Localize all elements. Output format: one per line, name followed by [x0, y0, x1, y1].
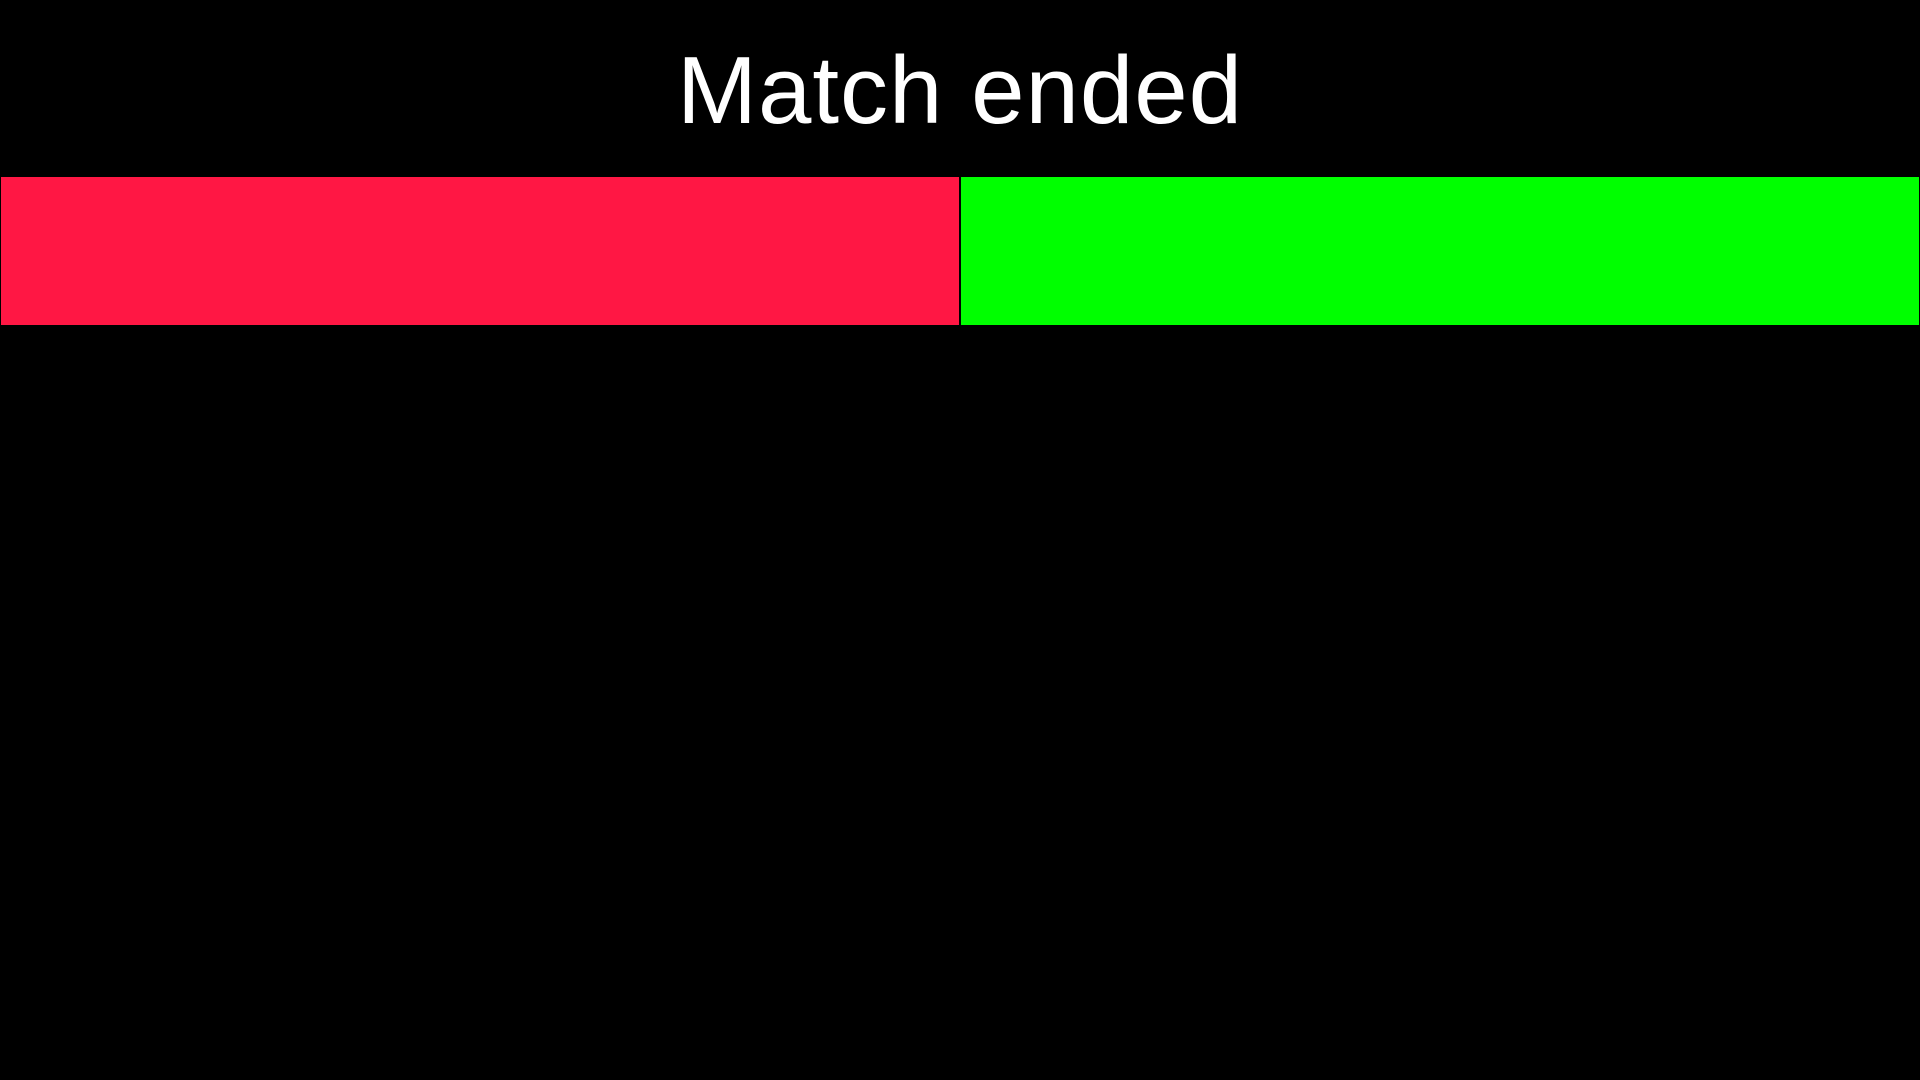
match-ended-title: Match ended: [676, 37, 1244, 144]
team-result-bar: [0, 176, 1920, 326]
team-red-panel: [0, 176, 960, 326]
team-green-panel: [960, 176, 1920, 326]
